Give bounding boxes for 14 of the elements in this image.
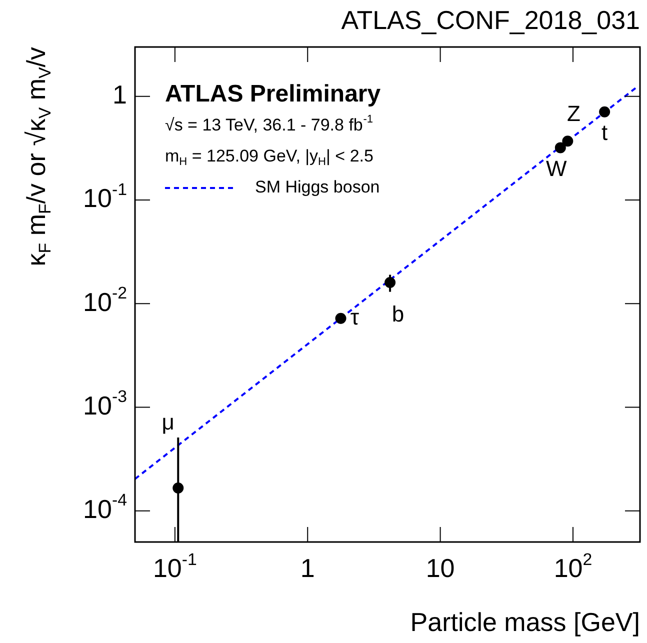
x-tick-label: 10	[426, 553, 455, 584]
y-tick-label: 1	[112, 80, 128, 110]
annotation: τ	[350, 304, 360, 330]
annotation: t	[602, 120, 608, 145]
annotation: ATLAS Preliminary	[165, 80, 382, 108]
legend-label: SM Higgs boson	[255, 178, 380, 197]
annotation: μ	[162, 410, 174, 435]
x-tick-label: 1	[300, 553, 315, 584]
annotation: Z	[566, 101, 580, 126]
annotation: W	[546, 156, 568, 181]
chart-title: ATLAS_CONF_2018_031	[341, 5, 640, 36]
x-axis-title: Particle mass [GeV]	[410, 607, 640, 638]
text: κF mF/v or √κV mV/v	[21, 46, 54, 266]
annotation: b	[392, 302, 404, 327]
